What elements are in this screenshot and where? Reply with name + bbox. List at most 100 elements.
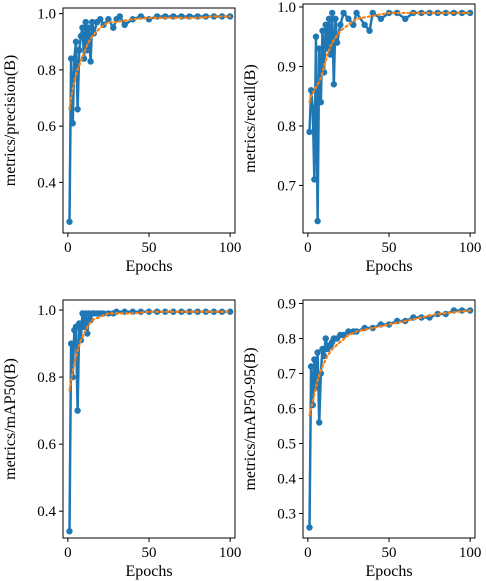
recall-point <box>361 21 368 29</box>
map50-95-smooth-line <box>308 309 472 417</box>
precision-point <box>110 24 117 31</box>
recall-point <box>340 9 347 17</box>
recall-ytick-label: 0.8 <box>277 119 296 135</box>
recall-point <box>330 81 338 88</box>
precision-point <box>121 21 128 29</box>
recall-point <box>329 9 336 17</box>
precision-ytick-label: 1.0 <box>37 7 56 23</box>
map50-point <box>66 528 73 535</box>
precision-point <box>116 13 123 20</box>
map50-xlabel: Epochs <box>125 563 172 580</box>
map50-point <box>226 308 234 315</box>
precision-xtick-label: 100 <box>219 240 242 256</box>
map50-95-xtick-label: 0 <box>304 545 312 561</box>
map50-95-ytick-label: 0.5 <box>277 437 296 453</box>
map50-ytick-label: 0.8 <box>37 370 56 386</box>
recall-ylabel: metrics/recall(B) <box>242 64 259 172</box>
recall-point <box>317 98 325 106</box>
map50-95-ytick-label: 0.9 <box>277 297 296 313</box>
map50-point <box>186 308 193 315</box>
precision-point <box>71 55 78 62</box>
precision-point <box>79 24 86 31</box>
precision-xtick-label: 0 <box>64 240 72 256</box>
recall-point <box>309 104 316 112</box>
recall-point <box>312 33 320 40</box>
precision-point <box>82 18 89 26</box>
recall-point <box>327 51 334 58</box>
subplot-recall: 0 50 100 0.7 0.8 0.9 1.0 Epochs metrics/recall(B… <box>242 0 481 275</box>
map50-point <box>87 316 94 324</box>
map50-95-point <box>312 384 320 391</box>
recall-point <box>311 176 318 183</box>
recall-point <box>366 27 373 34</box>
precision-ylabel: metrics/precision(B) <box>2 55 19 187</box>
map50-95-point <box>314 349 321 356</box>
map50-95-point <box>311 356 318 363</box>
precision-point <box>76 46 83 54</box>
recall-point <box>402 15 409 23</box>
map50-95-point <box>340 331 347 339</box>
map50-95-point <box>322 335 329 342</box>
map50-xtick-label: 0 <box>64 545 72 561</box>
precision-point <box>105 16 112 23</box>
map50-95-ytick-label: 0.8 <box>277 332 296 348</box>
recall-point <box>353 9 360 17</box>
map50-95-ytick-label: 0.7 <box>277 367 296 383</box>
map50-95-xtick-label: 50 <box>382 545 397 561</box>
recall-point <box>332 15 339 23</box>
precision-xtick-label: 50 <box>142 240 157 256</box>
precision-ytick-label: 0.6 <box>37 119 56 135</box>
map50-95-point <box>319 345 326 353</box>
map50-point <box>67 340 75 347</box>
recall-ytick-label: 0.7 <box>277 178 296 194</box>
recall-point <box>306 128 313 136</box>
map50-ytick-label: 0.6 <box>37 437 56 453</box>
precision-point <box>87 58 94 65</box>
precision-point <box>89 18 96 26</box>
recall-smooth-line <box>308 11 472 104</box>
map50-ytick-label: 0.4 <box>37 504 56 520</box>
recall-xtick-label: 50 <box>382 240 397 256</box>
precision-point <box>69 120 76 127</box>
map50-95-ytick-label: 0.6 <box>277 402 296 418</box>
recall-xtick-label: 100 <box>459 240 482 256</box>
recall-point <box>322 21 329 29</box>
map50-smooth-line <box>68 310 232 392</box>
map50-point <box>76 320 83 327</box>
precision-point <box>85 24 93 31</box>
recall-point <box>314 217 321 225</box>
map50-95-ylabel: metrics/mAP50-95(B) <box>242 347 259 490</box>
map50-point <box>74 407 81 414</box>
precision-point <box>77 32 85 40</box>
map50-95-ytick-label: 0.4 <box>277 472 296 488</box>
recall-point <box>442 9 449 17</box>
precision-point <box>66 218 73 225</box>
precision-point <box>129 16 136 23</box>
recall-point <box>337 21 344 29</box>
recall-ytick-label: 1.0 <box>277 0 296 16</box>
recall-point <box>345 15 352 23</box>
map50-xtick-label: 50 <box>142 545 157 561</box>
map50-xtick-label: 100 <box>219 545 242 561</box>
recall-xlabel: Epochs <box>365 258 412 275</box>
map50-95-ytick-label: 0.3 <box>277 507 296 523</box>
map50-95-point <box>316 419 323 426</box>
subplot-map50-95: 0 50 100 0.3 0.4 0.5 0.6 0.7 0.8 0.9 Epochs metrics… <box>242 297 481 581</box>
recall-point <box>319 27 326 34</box>
map50-95-xtick-label: 100 <box>459 545 482 561</box>
recall-ytick-label: 0.9 <box>277 59 296 75</box>
map50-95-xlabel: Epochs <box>365 563 412 580</box>
subplot-precision: 0 50 100 0.4 0.6 0.8 1.0 Epochs metrics/precisio… <box>2 7 241 275</box>
recall-point <box>316 45 323 52</box>
map50-95-point <box>307 363 315 370</box>
precision-ytick-label: 0.8 <box>37 63 56 79</box>
recall-xtick-label: 0 <box>304 240 312 256</box>
precision-point <box>74 106 81 113</box>
precision-point <box>97 16 104 23</box>
map50-95-point <box>306 524 313 531</box>
recall-point <box>333 39 341 46</box>
recall-point <box>377 15 385 23</box>
precision-xlabel: Epochs <box>125 258 172 275</box>
precision-ytick-label: 0.4 <box>37 175 56 191</box>
